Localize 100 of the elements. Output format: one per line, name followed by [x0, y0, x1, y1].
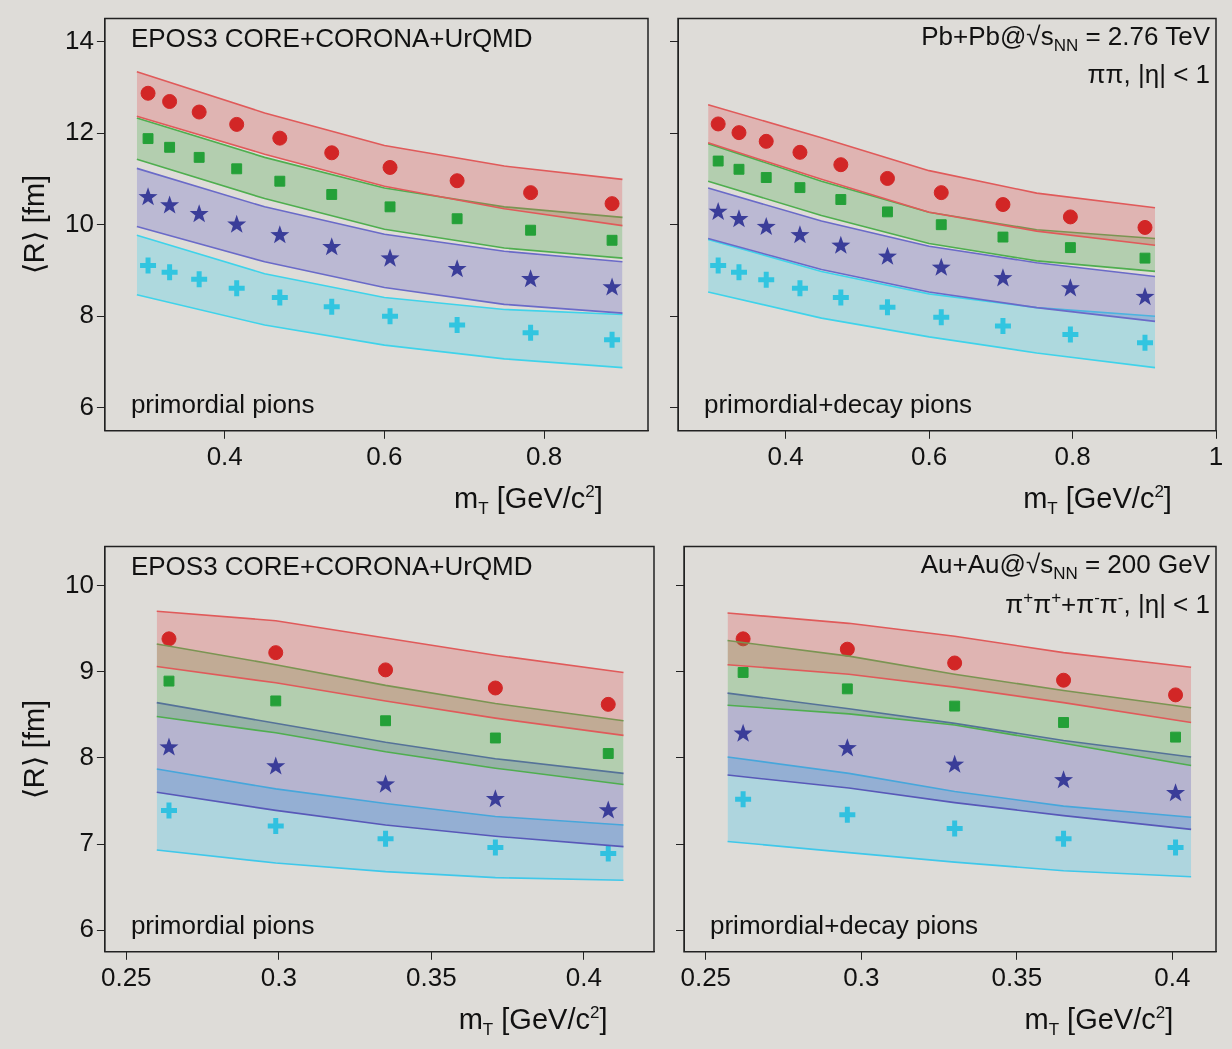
- point: [794, 182, 806, 194]
- y-tick-label: 10: [65, 568, 94, 599]
- point: [931, 257, 951, 276]
- point: [265, 815, 287, 837]
- point: [321, 296, 343, 318]
- point: [521, 269, 541, 288]
- point: [882, 206, 893, 218]
- point: [1059, 324, 1081, 346]
- y-tick-label: 12: [65, 116, 94, 147]
- point: [755, 269, 777, 291]
- point: [1135, 287, 1155, 306]
- x-tick-label: 0.6: [366, 440, 403, 471]
- point: [708, 201, 728, 220]
- point: [733, 723, 753, 742]
- y-axis-title: ⟨R⟩ [fm]: [18, 699, 51, 799]
- x-tick-label: 0.4: [565, 961, 602, 992]
- point: [447, 259, 467, 278]
- point: [831, 235, 851, 254]
- x-tick-label: 0.3: [260, 961, 297, 992]
- point: [268, 645, 284, 661]
- point: [1168, 687, 1184, 703]
- annotation: ππ, |η| < 1: [1087, 58, 1210, 89]
- point: [756, 216, 776, 236]
- annotation: primordial+decay pions: [710, 909, 979, 940]
- point: [272, 130, 288, 146]
- point: [380, 715, 392, 727]
- y-tick-label: 10: [65, 207, 94, 238]
- point: [707, 254, 729, 276]
- y-tick-label: 6: [79, 391, 94, 422]
- point: [602, 277, 622, 296]
- point: [159, 261, 181, 283]
- x-tick-label: 0.6: [910, 440, 948, 471]
- point: [837, 738, 857, 757]
- point: [710, 116, 726, 132]
- y-tick-label: 6: [79, 913, 94, 944]
- point: [935, 219, 947, 231]
- point: [161, 631, 177, 647]
- point: [140, 85, 156, 101]
- annotation: primordial pions: [130, 909, 315, 940]
- point: [1062, 209, 1078, 225]
- point: [877, 246, 897, 265]
- point: [269, 287, 291, 309]
- point: [449, 173, 465, 189]
- x-axis-title: m$_{T}$ [GeV/c$^{2}$]: [1023, 481, 1172, 519]
- point: [188, 268, 210, 290]
- point: [158, 799, 180, 821]
- point: [933, 185, 949, 201]
- x-tick-label: 0.25: [680, 961, 732, 992]
- point: [137, 254, 159, 276]
- point: [274, 175, 286, 187]
- point: [142, 133, 154, 145]
- point: [947, 655, 963, 671]
- point: [231, 163, 243, 175]
- point: [193, 151, 205, 163]
- point: [600, 696, 616, 712]
- point: [164, 141, 176, 153]
- point: [138, 187, 158, 206]
- point: [163, 675, 175, 687]
- x-tick-label: 0.3: [843, 961, 880, 992]
- point: [997, 231, 1009, 243]
- chart-title: EPOS3 CORE+CORONA+UrQMD: [130, 22, 533, 53]
- x-tick-label: 0.35: [991, 961, 1043, 992]
- point: [451, 213, 463, 225]
- point: [733, 163, 745, 175]
- point: [992, 315, 1014, 337]
- point: [789, 277, 811, 299]
- point: [995, 197, 1011, 213]
- point: [830, 287, 852, 309]
- text: π$^{+}$π$^{+}$+π$^{-}$π$^{-}$, |η| < 1: [1005, 587, 1210, 619]
- point: [839, 641, 855, 657]
- y-tick-label: 9: [79, 654, 94, 685]
- point: [879, 170, 895, 186]
- point: [270, 225, 290, 244]
- chart-title: EPOS3 CORE+CORONA+UrQMD: [130, 550, 533, 581]
- point: [378, 662, 394, 678]
- point: [949, 700, 961, 712]
- point: [790, 225, 810, 244]
- point: [731, 125, 747, 141]
- y-tick-label: 8: [79, 299, 94, 330]
- point: [380, 248, 400, 267]
- point: [446, 314, 468, 336]
- point: [598, 800, 618, 819]
- point: [841, 683, 853, 695]
- point: [758, 133, 774, 149]
- point: [760, 172, 772, 183]
- point: [601, 329, 623, 351]
- point: [379, 305, 401, 327]
- point: [1165, 836, 1187, 858]
- x-tick-label: 0.8: [1054, 440, 1091, 471]
- point: [1137, 219, 1153, 235]
- point: [1134, 332, 1156, 354]
- point: [944, 818, 966, 840]
- point: [227, 214, 247, 233]
- point: [266, 756, 286, 775]
- point: [1058, 717, 1070, 728]
- x-tick-label: 0.8: [526, 440, 563, 471]
- y-axis-title: ⟨R⟩ [fm]: [18, 175, 51, 275]
- point: [1056, 672, 1072, 688]
- annotation: primordial pions: [130, 388, 315, 419]
- point: [737, 667, 749, 678]
